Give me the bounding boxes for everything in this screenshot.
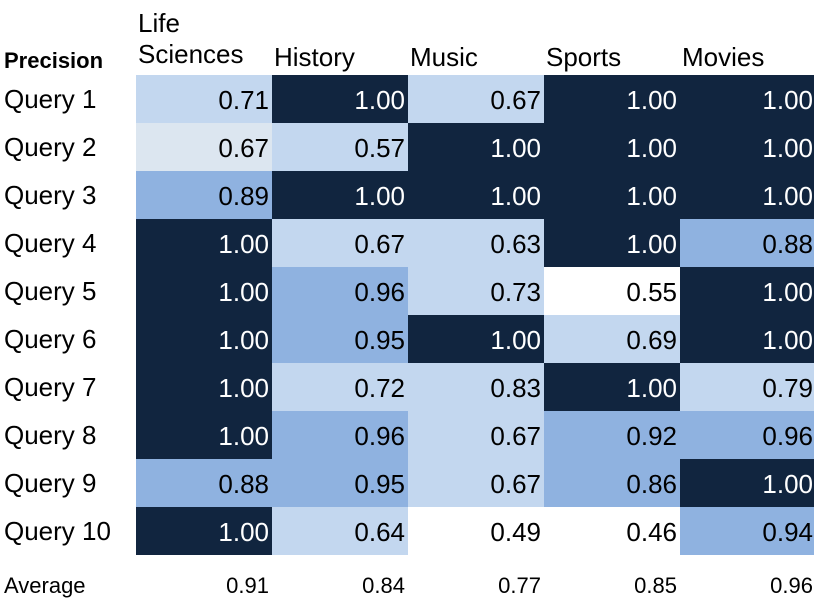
heatmap-cell: 1.00 (408, 171, 544, 219)
heatmap-cell: 1.00 (680, 171, 814, 219)
heatmap-cell: 1.00 (136, 315, 272, 363)
heatmap-cell: 0.88 (136, 459, 272, 507)
heatmap-cell: 0.67 (408, 75, 544, 123)
heatmap-cell: 0.69 (544, 315, 680, 363)
heatmap-cell: 0.86 (544, 459, 680, 507)
average-value: 0.84 (362, 573, 405, 598)
row-label: Query 1 (4, 84, 97, 114)
average-label: Average (4, 573, 86, 598)
heatmap-cell: 0.95 (272, 315, 408, 363)
heatmap-cell: 1.00 (680, 123, 814, 171)
heatmap-cell: 1.00 (544, 363, 680, 411)
heatmap-cell: 0.67 (272, 219, 408, 267)
average-value: 0.85 (634, 573, 677, 598)
heatmap-cell: 1.00 (680, 267, 814, 315)
average-value: 0.91 (226, 573, 269, 598)
heatmap-cell: 1.00 (544, 219, 680, 267)
heatmap-cell: 0.46 (544, 507, 680, 555)
heatmap-cell: 1.00 (680, 75, 814, 123)
heatmap-cell: 1.00 (272, 171, 408, 219)
column-header: History (274, 42, 355, 72)
heatmap-cell: 0.63 (408, 219, 544, 267)
heatmap-cell: 0.64 (272, 507, 408, 555)
heatmap-cell: 0.57 (272, 123, 408, 171)
heatmap-cell: 0.73 (408, 267, 544, 315)
row-label: Query 4 (4, 228, 97, 258)
column-header: Music (410, 42, 478, 72)
average-value: 0.77 (498, 573, 541, 598)
heatmap-cell: 0.83 (408, 363, 544, 411)
heatmap-cell: 1.00 (136, 267, 272, 315)
heatmap-cell: 0.96 (272, 411, 408, 459)
heatmap-cell: 0.96 (680, 411, 814, 459)
row-label: Query 10 (4, 516, 111, 546)
row-label: Query 7 (4, 372, 97, 402)
row-label: Query 6 (4, 324, 97, 354)
heatmap-cell: 0.94 (680, 507, 814, 555)
heatmap-cell: 1.00 (408, 315, 544, 363)
heatmap-cell: 0.96 (272, 267, 408, 315)
heatmap-cell: 0.72 (272, 363, 408, 411)
heatmap-cell: 0.95 (272, 459, 408, 507)
heatmap-cell: 1.00 (136, 363, 272, 411)
row-label: Query 9 (4, 468, 97, 498)
row-label: Query 2 (4, 132, 97, 162)
column-header: Sports (546, 42, 622, 72)
heatmap-cell: 1.00 (544, 171, 680, 219)
row-label: Query 8 (4, 420, 97, 450)
heatmap-cell: 1.00 (544, 123, 680, 171)
heatmap-cell: 1.00 (136, 507, 272, 555)
heatmap-cell: 0.89 (136, 171, 272, 219)
column-header: Life Sciences (138, 8, 244, 69)
heatmap-cell: 1.00 (272, 75, 408, 123)
row-label: Query 3 (4, 180, 97, 210)
row-label: Query 5 (4, 276, 97, 306)
heatmap-cell: 1.00 (408, 123, 544, 171)
heatmap-cell: 0.67 (136, 123, 272, 171)
average-value: 0.96 (770, 573, 813, 598)
heatmap-cell: 1.00 (680, 315, 814, 363)
corner-label: Precision (4, 48, 104, 73)
heatmap-cell: 0.88 (680, 219, 814, 267)
heatmap-cell: 1.00 (136, 219, 272, 267)
heatmap-cell: 0.49 (408, 507, 544, 555)
heatmap-cell: 1.00 (544, 75, 680, 123)
heatmap-cell: 0.67 (408, 411, 544, 459)
heatmap-cell: 0.79 (680, 363, 814, 411)
column-header: Movies (682, 42, 765, 72)
heatmap-cell: 0.92 (544, 411, 680, 459)
heatmap-cell: 0.55 (544, 267, 680, 315)
heatmap-cell: 0.71 (136, 75, 272, 123)
heatmap-cell: 0.67 (408, 459, 544, 507)
heatmap-cell: 1.00 (136, 411, 272, 459)
heatmap-cell: 1.00 (680, 459, 814, 507)
